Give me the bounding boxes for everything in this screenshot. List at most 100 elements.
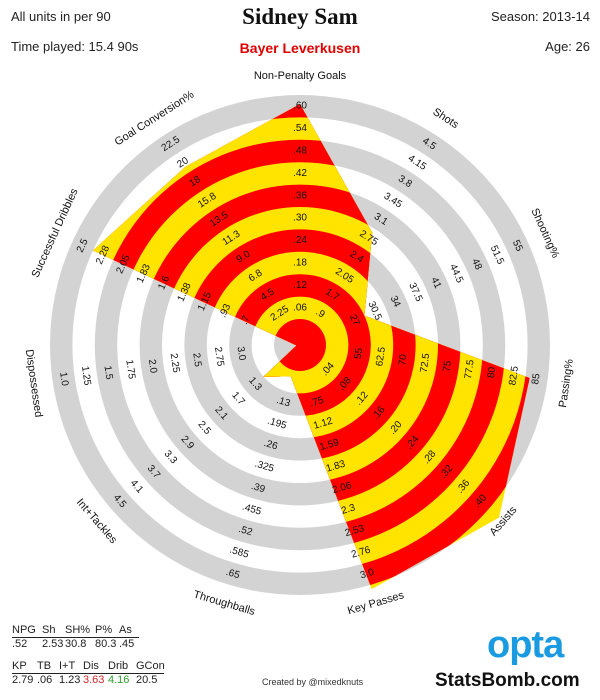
tick-label: 2.75 <box>212 346 226 367</box>
tick-label: 2.5 <box>75 237 91 255</box>
team-name: Bayer Leverkusen <box>239 40 361 56</box>
table-header-cell: I+T <box>59 660 76 672</box>
tick-label: .26 <box>262 438 279 453</box>
tick-label: 3.0 <box>235 346 248 362</box>
table-header-cell: TB <box>37 660 52 672</box>
table-header-cell: NPG <box>12 624 36 636</box>
tick-label: 1.25 <box>79 365 93 386</box>
table-header-cell: As <box>119 624 132 636</box>
tick-label: 1.0 <box>57 371 70 387</box>
tick-label: 72.5 <box>419 352 433 373</box>
table-value-cell: 80.3 <box>95 638 117 650</box>
table-header-cell: Sh <box>42 624 56 636</box>
axis-label: Shots <box>430 106 461 132</box>
tick-label: .48 <box>293 146 307 157</box>
player-band <box>274 319 326 371</box>
table-value-cell: .06 <box>37 674 53 686</box>
table-value-cell: 30.8 <box>65 638 87 650</box>
table-value-cell: 20.5 <box>136 674 158 686</box>
tick-label: 70 <box>397 353 410 366</box>
tick-label: 27 <box>347 313 362 328</box>
table-value-cell: 3.63 <box>83 674 105 686</box>
tick-label: 1.59 <box>319 437 341 453</box>
tick-label: .195 <box>266 416 288 432</box>
tick-label: .36 <box>293 190 307 201</box>
axis-label: Dispossessed <box>23 349 45 418</box>
tick-label: 34 <box>388 294 403 309</box>
tick-label: 41 <box>428 276 443 291</box>
tick-label: 75 <box>441 360 454 373</box>
tick-label: 85 <box>530 372 543 385</box>
tick-label: .24 <box>293 235 307 246</box>
axis-label: Key Passes <box>346 589 406 617</box>
age-label: Age: 26 <box>545 39 590 54</box>
tick-label: 48 <box>469 257 484 272</box>
tick-label: .585 <box>228 545 250 561</box>
tick-label: 1.5 <box>102 365 115 381</box>
radar-chart: .06 .12 .18 .24 .30 .36 .42 .48 .54 .60 Non-Penalt… <box>23 70 576 619</box>
tick-label: .39 <box>250 481 267 496</box>
tick-label: 2.3 <box>340 502 357 517</box>
summary-table-1: NPG Sh SH% P% As .52 2.53 30.8 80.3.45 <box>12 624 139 651</box>
table-header-cell: Dis <box>83 660 99 672</box>
tick-label: 82.5 <box>507 365 521 386</box>
table-value-cell: 2.79 <box>12 674 34 686</box>
table-header-cell: Drib <box>108 660 129 672</box>
tick-label: 2.0 <box>146 359 159 375</box>
table-value-cell: .45 <box>119 638 135 650</box>
axis-label: Shooting% <box>528 206 561 260</box>
tick-label: 1.6 <box>156 274 172 292</box>
tick-label: .18 <box>293 258 307 269</box>
tick-label: 80 <box>486 366 499 379</box>
axis-label: Non-Penalty Goals <box>254 70 347 82</box>
tick-label: .13 <box>275 395 292 410</box>
table-value-cell: 2.53 <box>42 638 64 650</box>
axis-label: Passing% <box>557 358 576 408</box>
table-value-cell: 4.16 <box>108 674 130 686</box>
tick-label: .06 <box>293 302 307 313</box>
opta-logo: opta <box>487 624 564 666</box>
axis-label: Throughballs <box>192 589 257 619</box>
statsbomb-logo: StatsBomb.com <box>435 670 580 691</box>
tick-label: .54 <box>293 123 307 134</box>
tick-label: 2.5 <box>190 352 203 368</box>
table-value-cell: 1.23 <box>59 674 81 686</box>
tick-label: 1.12 <box>312 416 334 432</box>
tick-label: .42 <box>293 168 307 179</box>
tick-label: .75 <box>309 395 326 410</box>
tick-label: .52 <box>237 524 254 539</box>
table-value-cell: .52 <box>12 638 28 650</box>
tick-label: 62.5 <box>374 346 388 367</box>
tick-label: .455 <box>241 502 263 518</box>
tick-label: .12 <box>293 280 307 291</box>
tick-label: 2.76 <box>350 544 372 560</box>
tick-label: 1.75 <box>123 359 137 380</box>
tick-label: 2.53 <box>344 523 366 539</box>
table1-header: NPG Sh SH% P% As <box>12 624 139 638</box>
tick-label: 55 <box>353 347 366 360</box>
time-played: Time played: 15.4 90s <box>11 39 139 54</box>
tick-label: .60 <box>293 101 307 112</box>
tick-label: .325 <box>253 459 275 475</box>
tick-label: .30 <box>293 213 307 224</box>
tick-label: .93 <box>218 302 234 320</box>
tick-label: .65 <box>225 567 242 582</box>
player-name: Sidney Sam <box>242 4 358 29</box>
tick-label: 2.06 <box>331 480 353 496</box>
units-note: All units in per 90 <box>11 9 111 24</box>
table-header-cell: GCon <box>136 660 165 672</box>
tick-label: 3.0 <box>359 567 376 582</box>
table2-values: 2.79.06 1.23 3.63 4.16 20.5 <box>12 674 164 687</box>
tick-label: 2.25 <box>168 353 182 374</box>
table-header-cell: KP <box>12 660 27 672</box>
credit-text: Created by @mixedknuts <box>262 677 364 687</box>
table-header-cell: SH% <box>65 624 91 636</box>
tick-label: 55 <box>510 238 525 253</box>
tick-label: 1.83 <box>325 459 347 475</box>
tick-label: 77.5 <box>463 359 477 380</box>
table1-values: .52 2.53 30.8 80.3.45 <box>12 638 139 651</box>
table-header-cell: P% <box>95 624 113 636</box>
summary-table-2: KP TB I+T Dis Drib GCon 2.79.06 1.23 3.63 4.16 20… <box>12 660 165 687</box>
table2-header: KP TB I+T Dis Drib GCon <box>12 660 165 674</box>
season-label: Season: 2013-14 <box>490 9 590 24</box>
